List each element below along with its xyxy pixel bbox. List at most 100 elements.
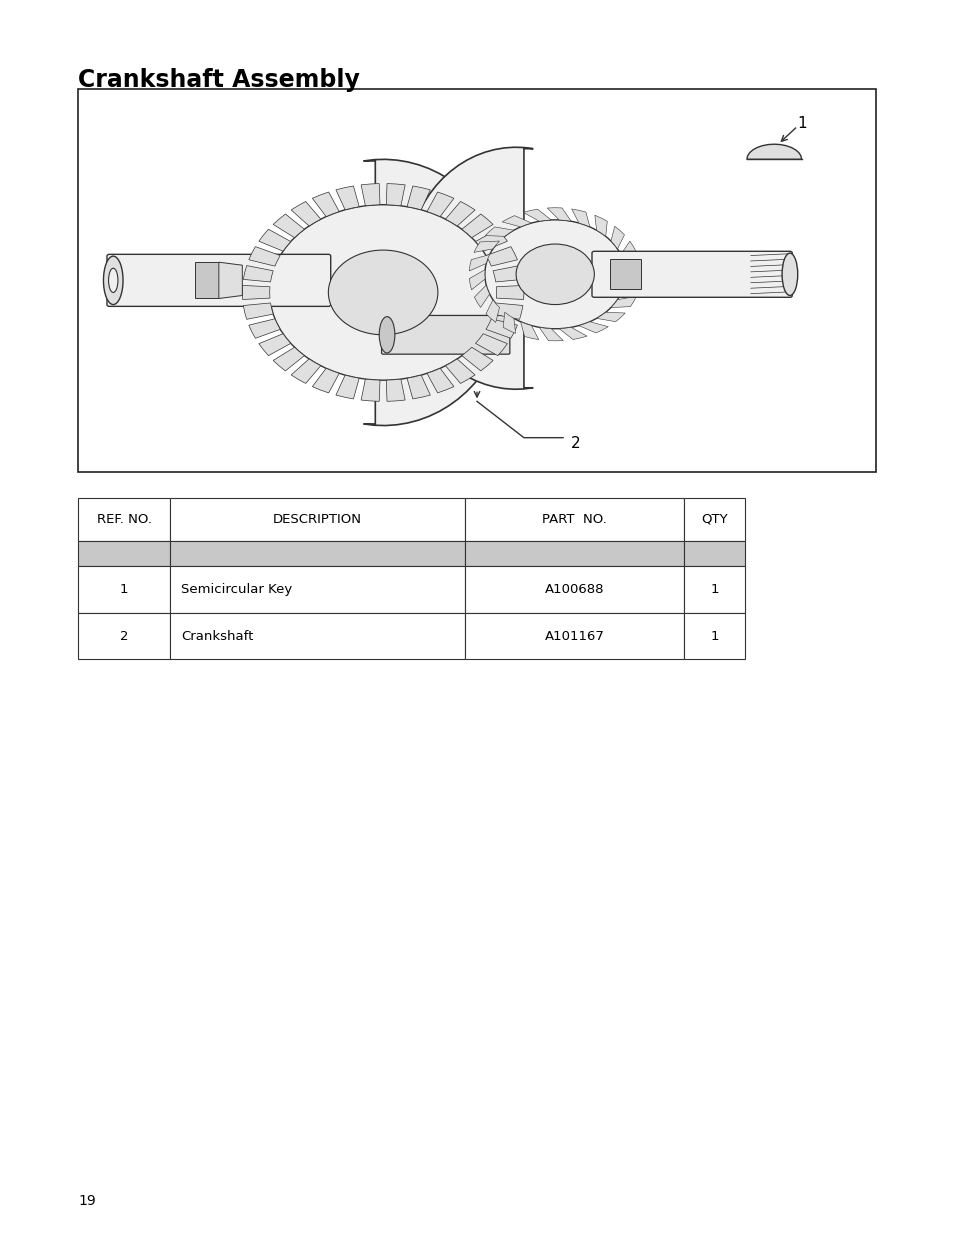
Polygon shape <box>407 186 430 210</box>
Polygon shape <box>475 230 507 251</box>
Polygon shape <box>485 300 499 322</box>
Bar <box>78 566 170 613</box>
FancyBboxPatch shape <box>609 259 640 289</box>
Bar <box>683 566 744 613</box>
Polygon shape <box>538 327 562 341</box>
Polygon shape <box>386 184 405 206</box>
Polygon shape <box>363 159 508 426</box>
Polygon shape <box>361 379 379 401</box>
Polygon shape <box>243 266 273 282</box>
Bar <box>78 498 170 541</box>
Polygon shape <box>620 278 640 294</box>
Polygon shape <box>571 209 589 227</box>
Bar <box>170 498 464 541</box>
Polygon shape <box>523 209 551 221</box>
FancyBboxPatch shape <box>107 254 331 306</box>
Polygon shape <box>273 347 304 370</box>
Polygon shape <box>625 259 640 279</box>
Polygon shape <box>595 215 607 236</box>
Text: 1: 1 <box>710 583 719 595</box>
Bar <box>464 566 683 613</box>
Polygon shape <box>312 368 339 393</box>
Polygon shape <box>493 303 522 320</box>
Polygon shape <box>406 147 533 389</box>
Polygon shape <box>291 201 320 226</box>
Polygon shape <box>474 285 489 308</box>
Text: Crankshaft Assembly: Crankshaft Assembly <box>78 68 359 91</box>
Ellipse shape <box>781 253 797 295</box>
Polygon shape <box>427 191 454 216</box>
Bar <box>170 613 464 659</box>
Polygon shape <box>273 214 304 237</box>
Polygon shape <box>461 347 493 370</box>
Polygon shape <box>258 230 291 251</box>
Text: Crankshaft: Crankshaft <box>181 630 253 642</box>
Bar <box>464 613 683 659</box>
Polygon shape <box>493 266 522 282</box>
Text: REF. NO.: REF. NO. <box>96 513 152 526</box>
Polygon shape <box>335 375 359 399</box>
Text: DESCRIPTION: DESCRIPTION <box>273 513 361 526</box>
Polygon shape <box>485 247 517 266</box>
FancyBboxPatch shape <box>195 262 218 299</box>
Polygon shape <box>312 191 339 216</box>
Ellipse shape <box>103 256 123 305</box>
Text: QTY: QTY <box>700 513 727 526</box>
Polygon shape <box>596 312 624 321</box>
Circle shape <box>516 245 594 305</box>
Text: Semicircular Key: Semicircular Key <box>181 583 293 595</box>
Polygon shape <box>520 321 538 340</box>
Text: 2: 2 <box>120 630 129 642</box>
Bar <box>170 541 464 566</box>
Text: A100688: A100688 <box>544 583 604 595</box>
Polygon shape <box>445 201 475 226</box>
Text: PART  NO.: PART NO. <box>541 513 606 526</box>
Polygon shape <box>291 359 320 383</box>
Polygon shape <box>386 379 405 401</box>
Polygon shape <box>361 184 379 206</box>
Polygon shape <box>249 247 280 266</box>
Ellipse shape <box>378 316 395 353</box>
Polygon shape <box>558 327 586 340</box>
Text: 1: 1 <box>797 116 806 131</box>
Polygon shape <box>547 207 571 221</box>
Polygon shape <box>242 285 270 300</box>
FancyBboxPatch shape <box>592 251 791 298</box>
Text: 19: 19 <box>78 1194 96 1208</box>
Polygon shape <box>243 303 273 320</box>
Circle shape <box>328 251 437 335</box>
Polygon shape <box>474 241 499 252</box>
Bar <box>170 566 464 613</box>
Polygon shape <box>496 285 523 300</box>
Polygon shape <box>578 321 608 333</box>
Polygon shape <box>746 144 801 159</box>
Circle shape <box>270 205 497 380</box>
Polygon shape <box>502 312 515 333</box>
Polygon shape <box>485 227 514 236</box>
Bar <box>78 89 875 472</box>
FancyBboxPatch shape <box>381 315 509 354</box>
Text: 1: 1 <box>710 630 719 642</box>
Polygon shape <box>258 333 291 356</box>
Polygon shape <box>218 262 242 299</box>
Polygon shape <box>249 319 280 338</box>
Circle shape <box>484 220 625 329</box>
Polygon shape <box>469 269 484 290</box>
Bar <box>78 613 170 659</box>
Text: 2: 2 <box>570 436 579 451</box>
Polygon shape <box>610 226 624 249</box>
Text: 1: 1 <box>120 583 129 595</box>
Polygon shape <box>335 186 359 210</box>
Bar <box>683 613 744 659</box>
Polygon shape <box>485 319 517 338</box>
Polygon shape <box>620 241 636 263</box>
Polygon shape <box>461 214 493 237</box>
Bar <box>464 541 683 566</box>
Text: A101167: A101167 <box>544 630 604 642</box>
Bar <box>683 498 744 541</box>
Bar <box>78 541 170 566</box>
Polygon shape <box>501 216 531 227</box>
Polygon shape <box>445 359 475 383</box>
Polygon shape <box>610 296 636 308</box>
Polygon shape <box>427 368 454 393</box>
